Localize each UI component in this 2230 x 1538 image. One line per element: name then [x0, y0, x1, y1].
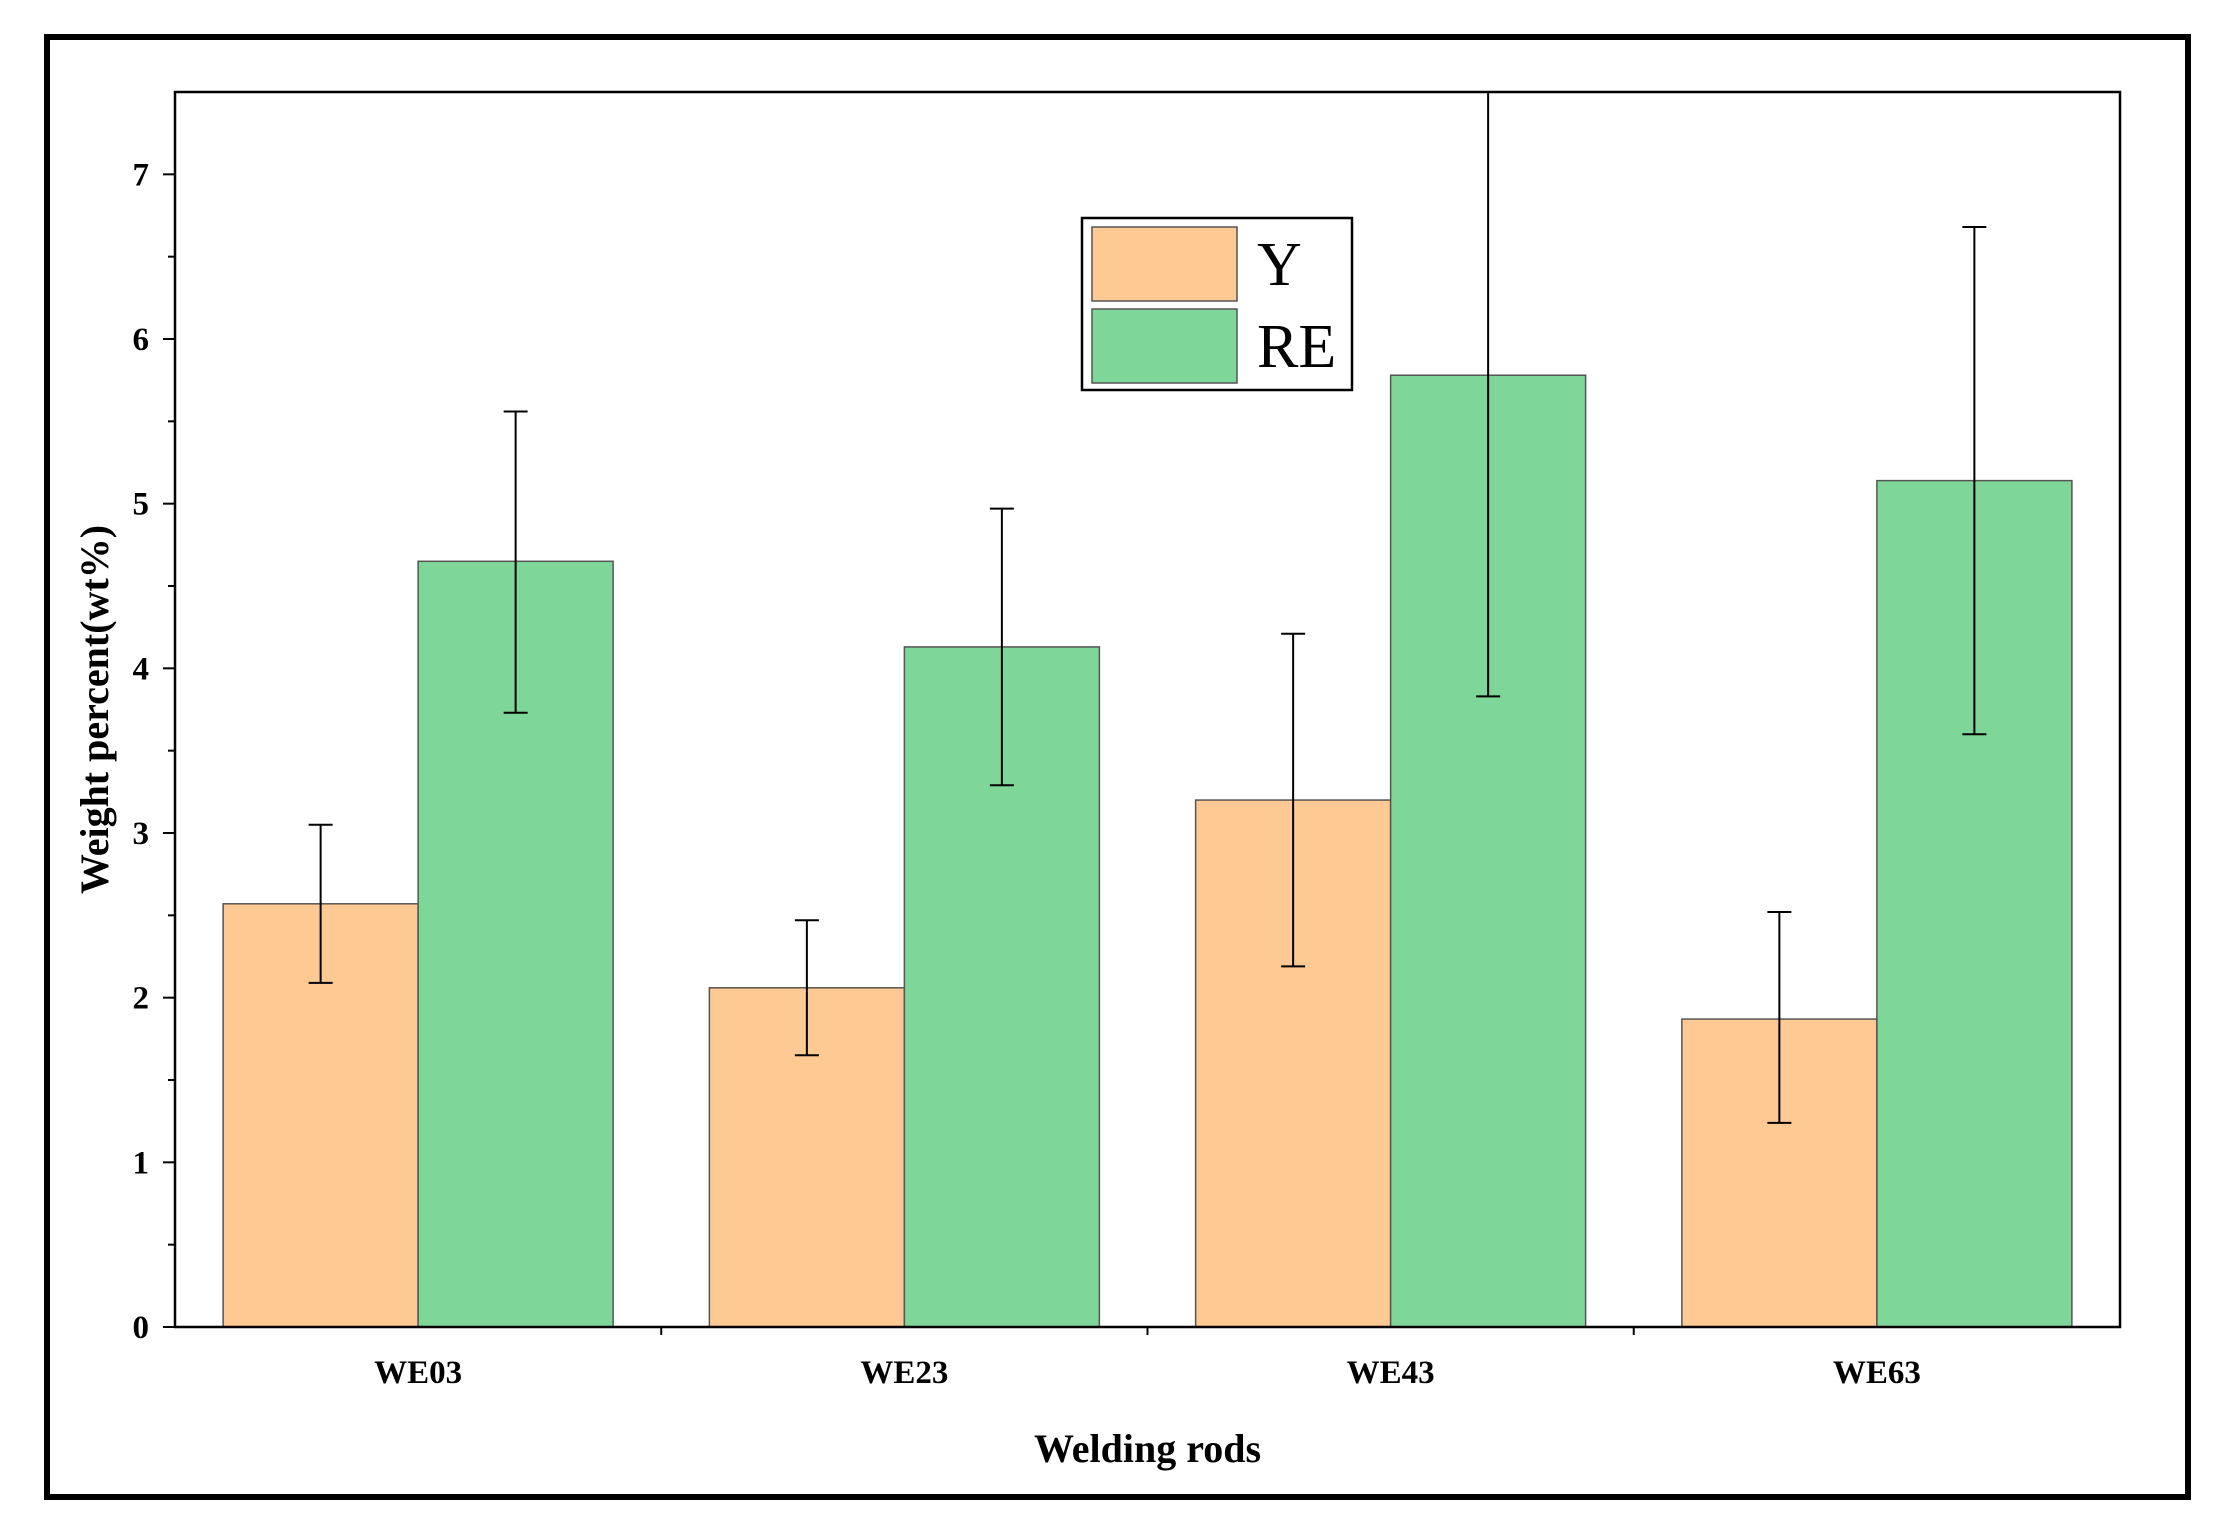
y-axis-title: Weight percent(wt%) — [72, 525, 117, 894]
y-tick-label-6: 6 — [133, 322, 150, 358]
y-tick-label-1: 1 — [133, 1145, 150, 1181]
y-tick-label-7: 7 — [133, 157, 150, 193]
y-tick-label-3: 3 — [133, 816, 150, 852]
legend-swatch-y — [1091, 226, 1238, 302]
y-tick-label-2: 2 — [133, 981, 150, 1017]
x-tick-label-we23: WE23 — [860, 1355, 948, 1391]
y-tick-label-4: 4 — [133, 651, 150, 687]
error-bars-group — [308, 92, 1987, 1124]
legend: Y RE — [1080, 216, 1354, 392]
legend-label-re: RE — [1257, 313, 1336, 381]
x-axis-title: Welding rods — [1034, 1426, 1261, 1471]
y-tick-label-0: 0 — [133, 1310, 150, 1346]
legend-label-y: Y — [1257, 231, 1302, 299]
x-tick-label-we03: WE03 — [374, 1355, 462, 1391]
legend-swatch-re — [1091, 308, 1238, 384]
x-tick-label-we43: WE43 — [1347, 1355, 1435, 1391]
y-tick-label-5: 5 — [133, 487, 150, 523]
x-tick-label-we63: WE63 — [1833, 1355, 1921, 1391]
axes-group: 0 1 2 3 4 5 6 7 WE03 WE23 WE43 WE63 — [133, 90, 2122, 1391]
